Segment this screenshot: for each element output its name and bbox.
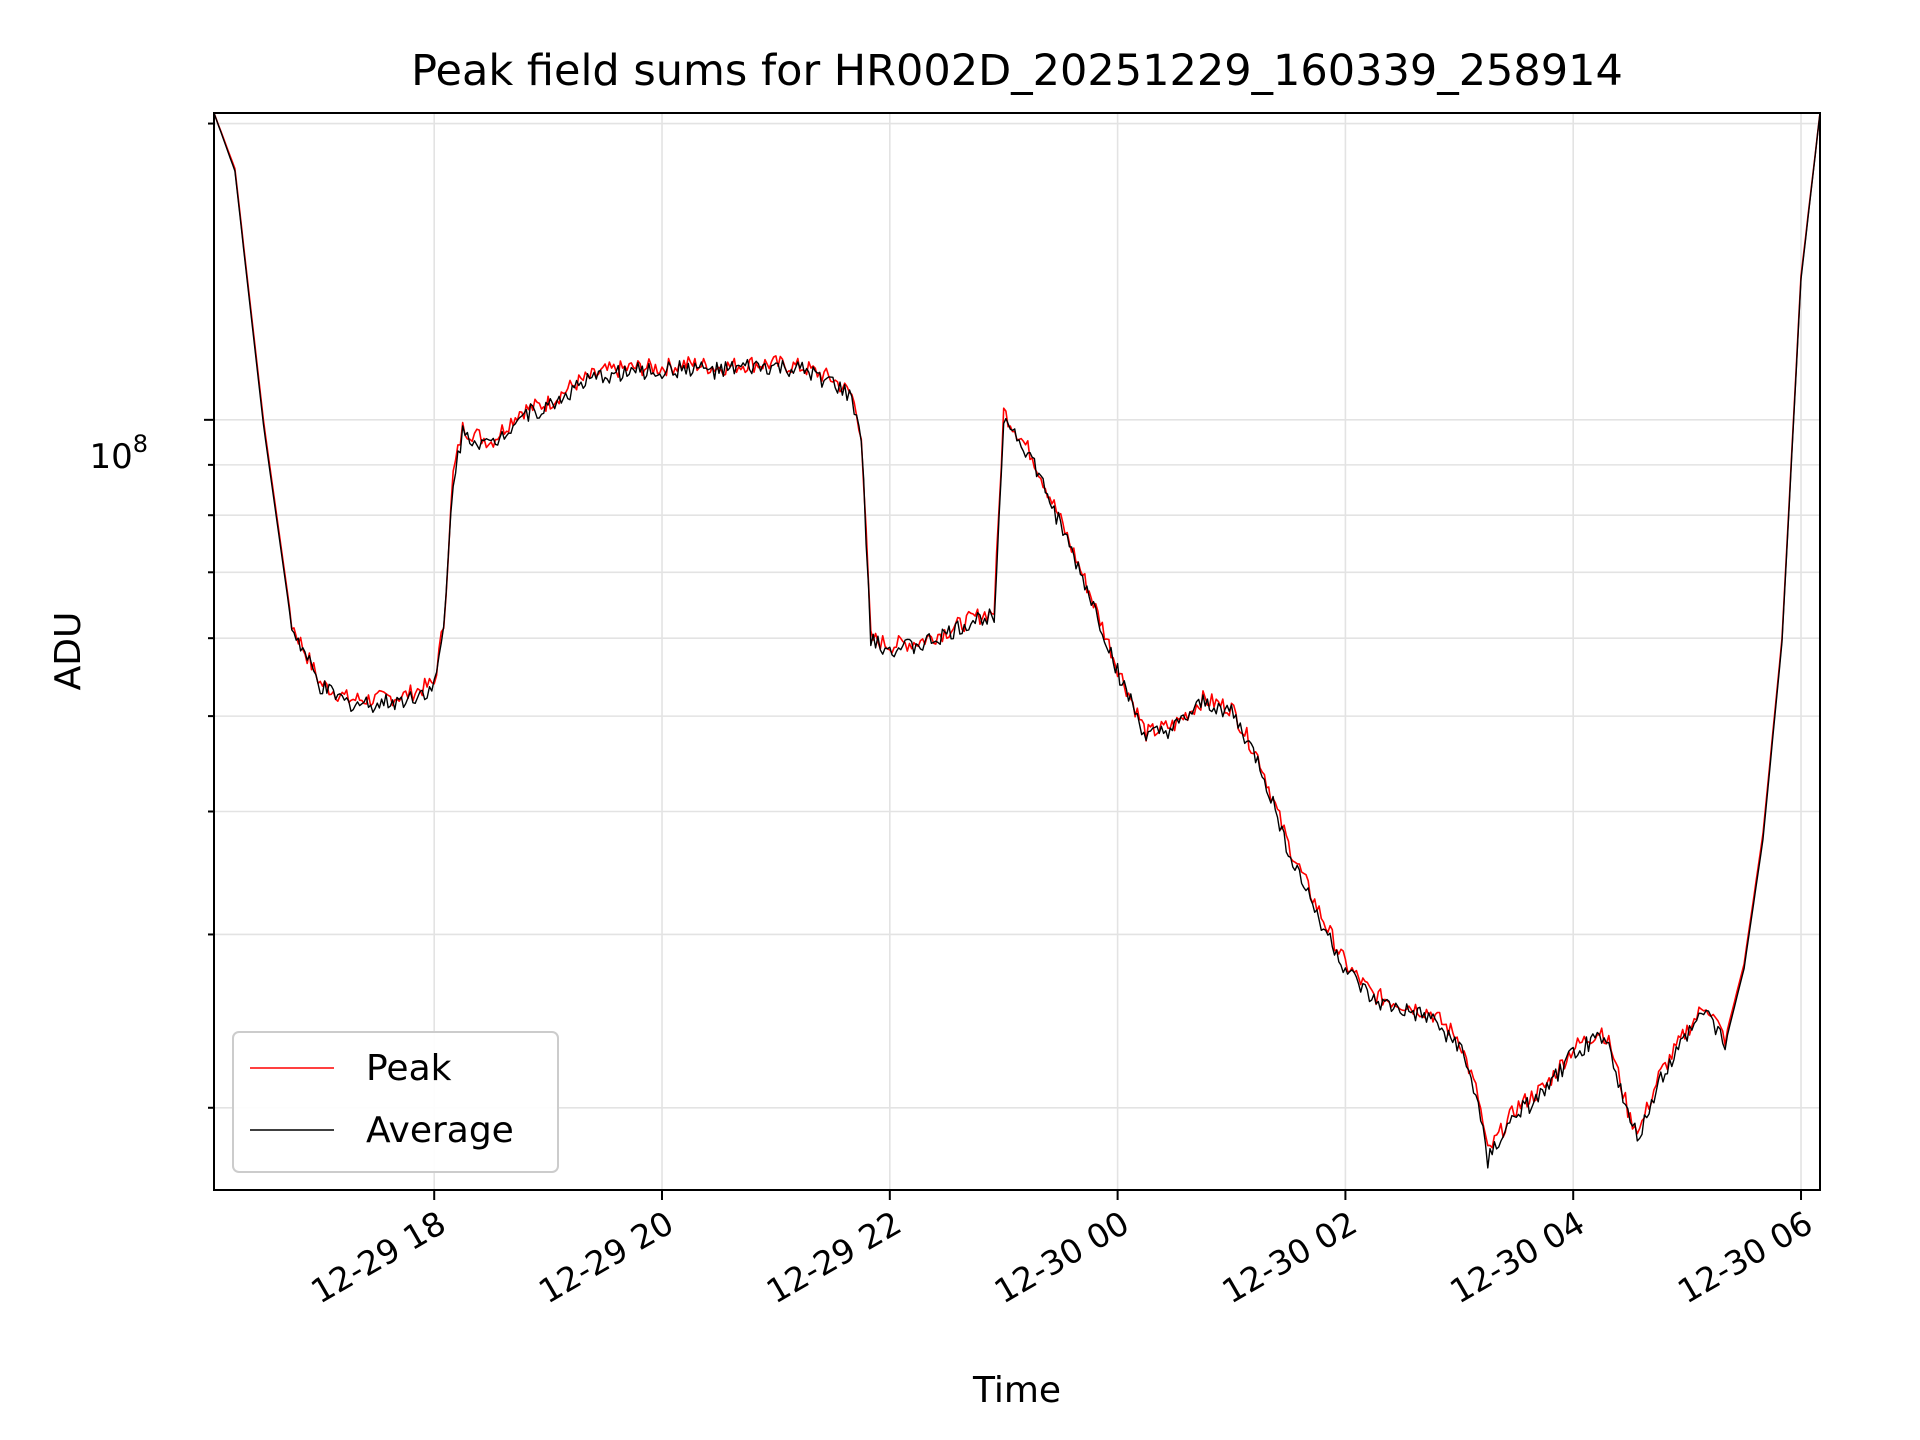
x-axis-label: Time bbox=[972, 1370, 1061, 1411]
plot-frame bbox=[213, 112, 1821, 1191]
legend-box bbox=[232, 1031, 559, 1173]
legend-label-peak: Peak bbox=[366, 1048, 452, 1089]
series-line-average bbox=[214, 113, 1820, 1169]
legend: Peak Average bbox=[232, 1031, 559, 1173]
y-axis-label: ADU bbox=[48, 612, 89, 691]
legend-label-average: Average bbox=[366, 1110, 514, 1151]
grid bbox=[214, 113, 1820, 1190]
series-lines bbox=[214, 113, 1820, 1169]
chart-title: Peak field sums for HR002D_20251229_1603… bbox=[411, 46, 1623, 96]
